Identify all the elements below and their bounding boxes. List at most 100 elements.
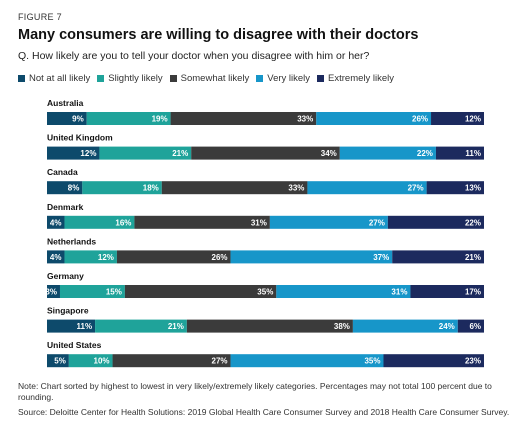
bar-segment <box>307 181 427 195</box>
chart-source: Source: Deloitte Center for Health Solut… <box>18 407 510 417</box>
bar-segment <box>47 285 60 298</box>
data-label: 24% <box>439 322 455 331</box>
legend-item-1: Slightly likely <box>97 73 163 84</box>
bar-segment <box>86 112 171 125</box>
data-label: 22% <box>465 218 481 227</box>
bar-segment <box>99 146 192 160</box>
bar-segment <box>230 354 384 368</box>
data-label: 34% <box>321 149 337 158</box>
data-label: 10% <box>94 357 110 366</box>
data-label: 19% <box>152 115 168 124</box>
data-label: 37% <box>373 253 389 262</box>
data-label: 11% <box>465 149 481 158</box>
bar-segment <box>186 319 353 333</box>
bar-segment <box>64 250 117 264</box>
bar-segment <box>435 146 484 160</box>
data-label: 6% <box>469 322 481 331</box>
legend-item-2: Somewhat likely <box>169 73 250 84</box>
bar-segment <box>170 112 317 125</box>
data-label: 18% <box>143 184 159 193</box>
bar-segment <box>112 354 231 368</box>
chart-note: Note: Chart sorted by highest to lowest … <box>18 381 492 402</box>
bar-segment <box>431 112 484 125</box>
bar-segment <box>68 354 113 368</box>
bar-segment <box>383 354 484 368</box>
bar-segment <box>316 112 432 125</box>
data-label: 12% <box>80 149 96 158</box>
data-label: 12% <box>465 115 481 124</box>
data-label: 33% <box>297 115 313 124</box>
category-label: United States <box>47 340 102 350</box>
data-label: 13% <box>465 184 481 193</box>
bar-segment <box>134 215 270 229</box>
legend-label: Somewhat likely <box>180 73 250 84</box>
bar-segment <box>47 215 65 229</box>
data-label: 35% <box>257 288 273 297</box>
data-label: 17% <box>465 288 481 297</box>
bar-segment <box>47 112 87 125</box>
data-label: 33% <box>288 184 304 193</box>
bar-segment <box>82 181 162 195</box>
data-label: 26% <box>212 253 228 262</box>
data-label: 21% <box>172 149 188 158</box>
bar-segment <box>161 181 308 195</box>
data-label: 27% <box>408 184 424 193</box>
category-label: Denmark <box>47 202 84 212</box>
bar-segment <box>392 250 484 264</box>
bar-segment <box>116 250 231 264</box>
data-label: 35% <box>364 357 380 366</box>
data-label: 12% <box>98 253 114 262</box>
legend-swatch <box>317 75 325 82</box>
data-label: 15% <box>106 288 122 297</box>
data-label: 27% <box>212 357 228 366</box>
data-label: 38% <box>334 322 350 331</box>
legend: Not at all likely Slightly likely Somewhat… <box>18 73 401 84</box>
bar-segment <box>457 319 484 333</box>
chart-subtitle: Q. How likely are you to tell your docto… <box>18 50 370 62</box>
category-label: Australia <box>47 98 84 108</box>
legend-label: Slightly likely <box>108 73 163 84</box>
category-label: Germany <box>47 271 84 281</box>
category-label: Singapore <box>47 306 89 316</box>
bar-segment <box>95 319 187 333</box>
category-label: Netherlands <box>47 236 96 246</box>
bar-segment <box>410 285 484 298</box>
bar-segment <box>269 215 388 229</box>
data-label: 22% <box>417 149 433 158</box>
data-label: 4% <box>50 253 62 262</box>
bar-segment <box>47 319 96 333</box>
data-label: 4% <box>50 218 62 227</box>
legend-swatch <box>18 75 25 82</box>
category-label: United Kingdom <box>47 133 113 143</box>
data-label: 31% <box>251 218 267 227</box>
data-label: 16% <box>115 218 131 227</box>
bar-segment <box>124 285 277 298</box>
bar-segment <box>191 146 340 160</box>
bar-segment <box>47 181 83 195</box>
data-label: 26% <box>412 115 428 124</box>
legend-label: Not at all likely <box>29 73 91 84</box>
bar-segment <box>276 285 411 298</box>
bar-segment <box>339 146 436 160</box>
bar-segment <box>387 215 484 229</box>
legend-item-4: Extremely likely <box>317 73 394 84</box>
legend-item-0: Not at all likely <box>18 73 90 84</box>
bar-segment <box>352 319 458 333</box>
data-label: 11% <box>76 322 92 331</box>
data-label: 5% <box>54 357 66 366</box>
legend-label: Very likely <box>267 73 311 84</box>
chart-title: Many consumers are willing to disagree w… <box>18 27 419 43</box>
data-label: 21% <box>465 253 481 262</box>
legend-item-3: Very likely <box>256 73 310 84</box>
bar-segment <box>47 250 65 264</box>
bar-segment <box>59 285 125 298</box>
data-label: 21% <box>168 322 184 331</box>
stacked-bar-chart: Australia 9% 19% 33% 26% 12% United Kingdom 12%… <box>45 98 484 368</box>
bar-segment <box>426 181 484 195</box>
legend-swatch <box>97 75 105 82</box>
bar-segment <box>64 215 135 229</box>
category-label: Canada <box>47 167 78 177</box>
legend-label: Extremely likely <box>328 73 395 84</box>
bar-segment <box>47 354 69 368</box>
data-label: 9% <box>72 115 84 124</box>
